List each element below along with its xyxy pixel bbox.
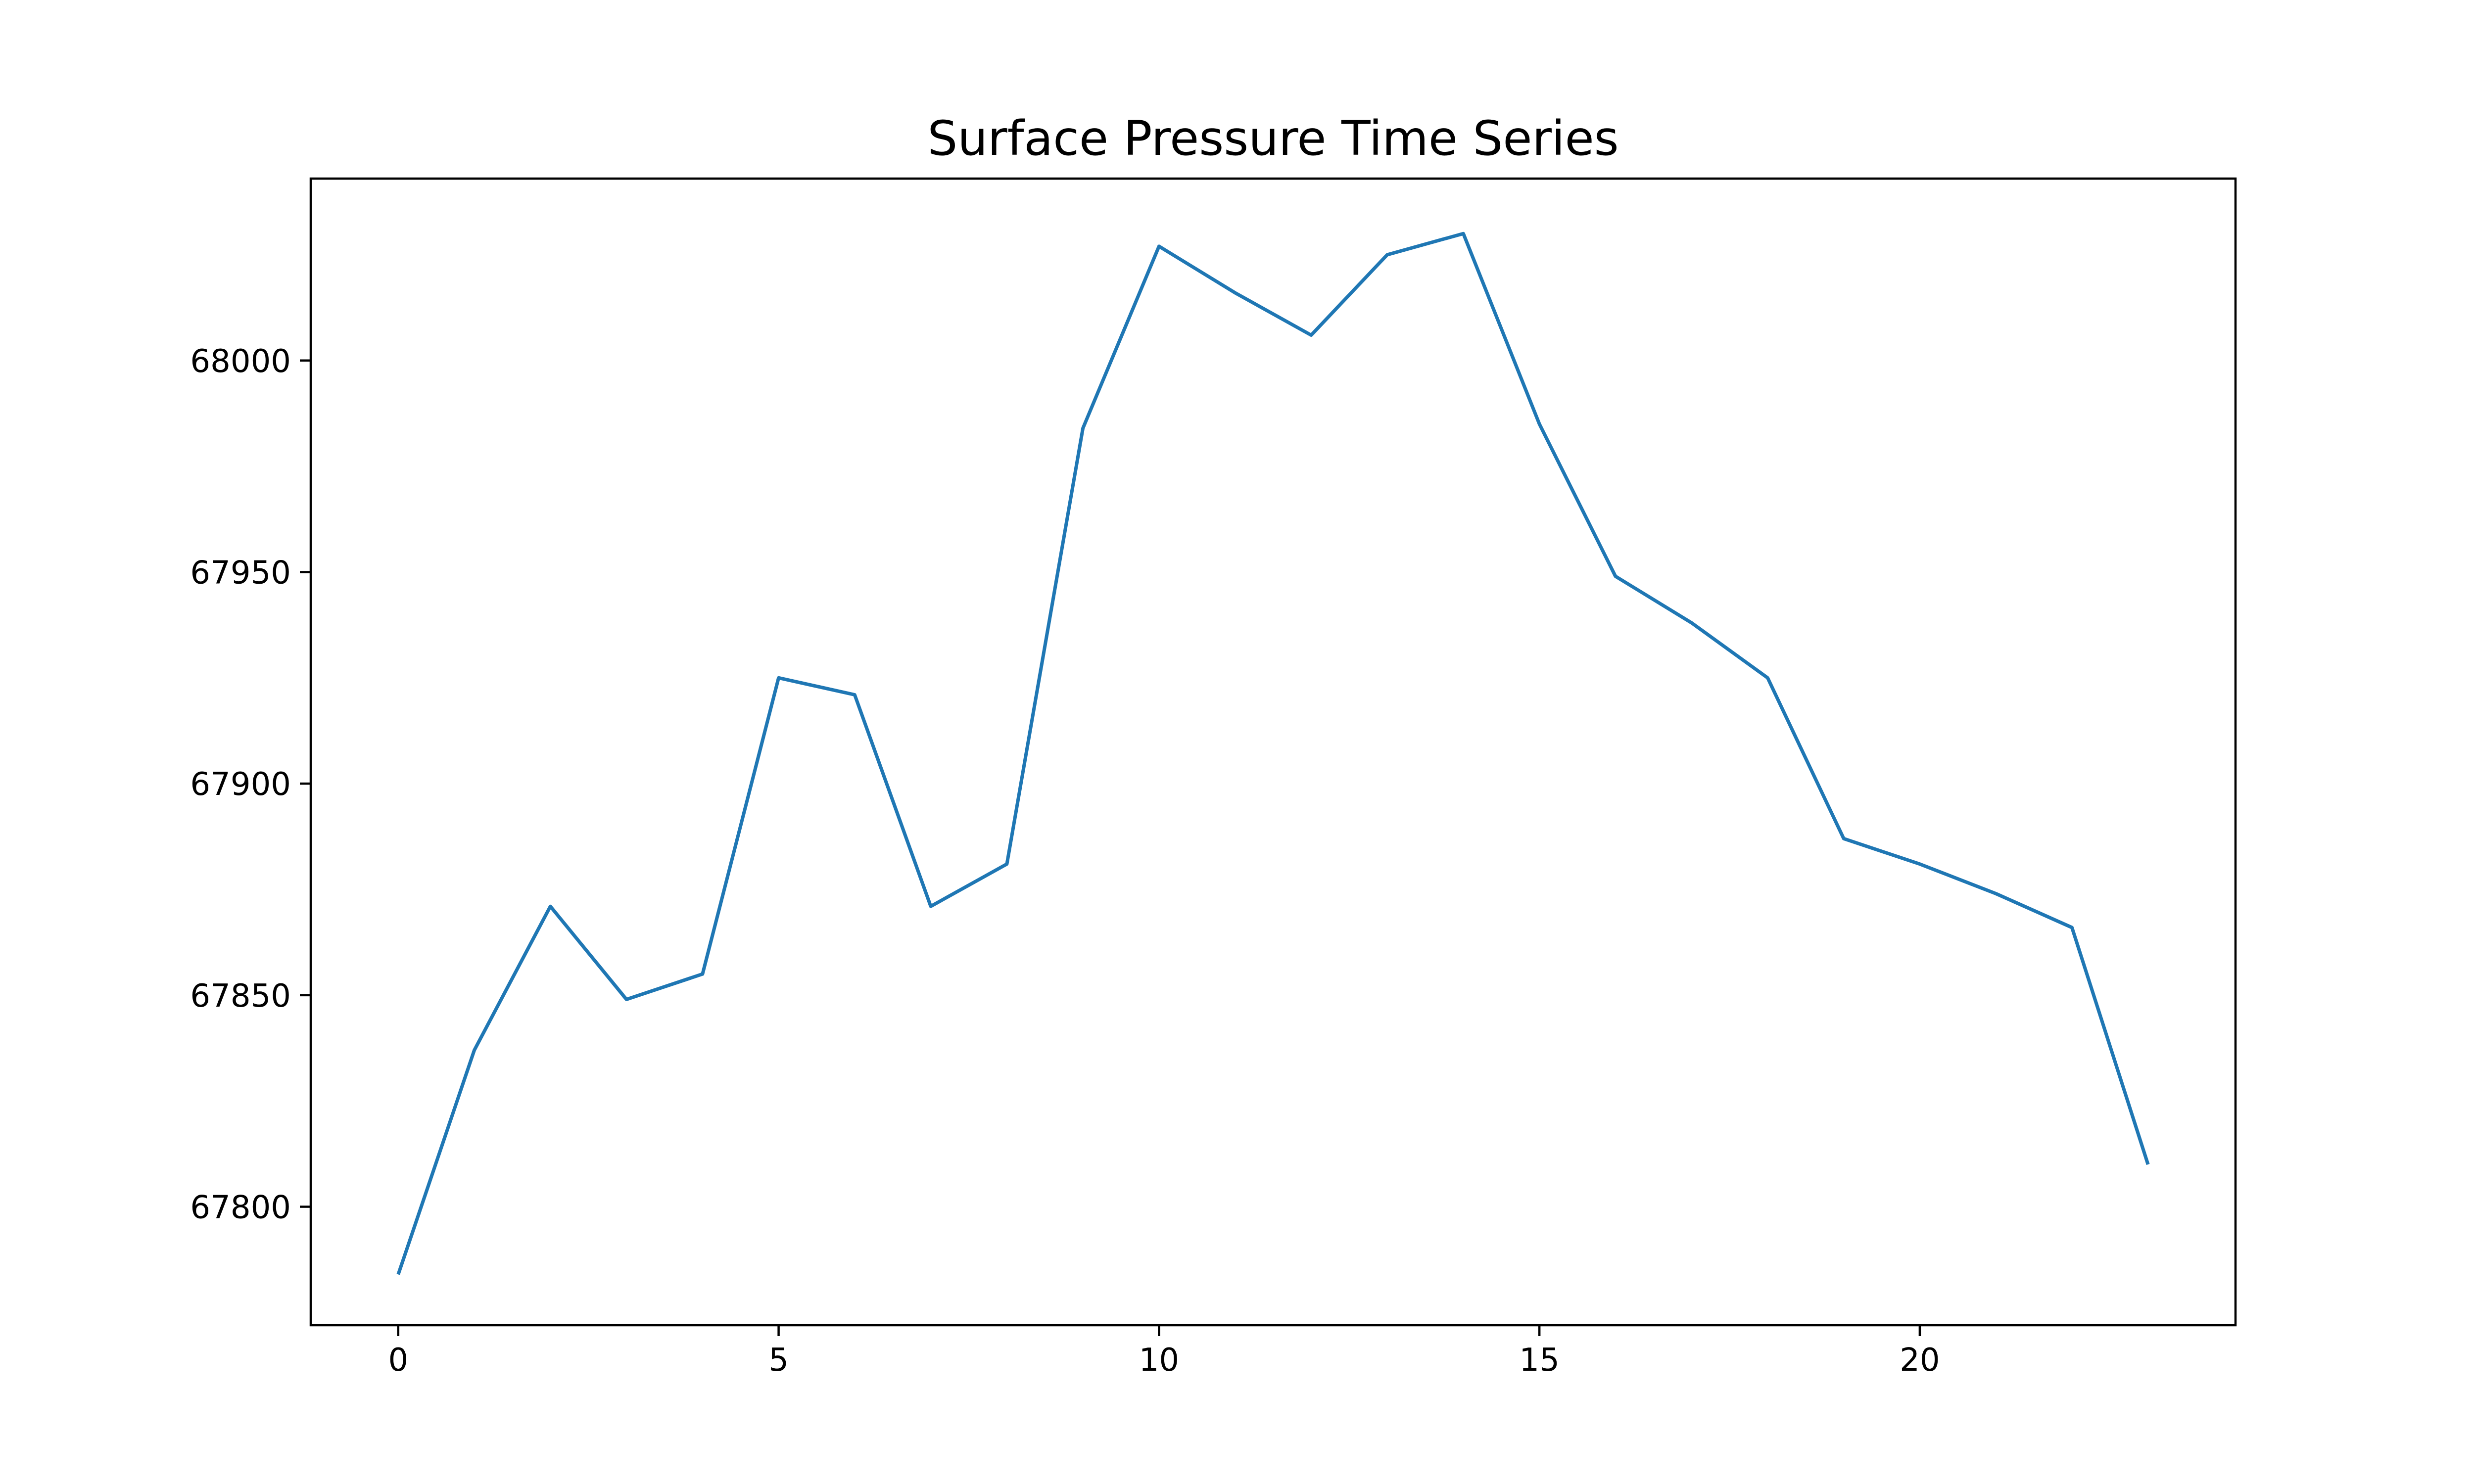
y-tick-label: 67950 xyxy=(190,555,291,591)
chart-title: Surface Pressure Time Series xyxy=(927,111,1618,166)
y-tick-label: 67850 xyxy=(190,978,291,1015)
y-tick-label: 68000 xyxy=(190,343,291,380)
y-axis: 67800 67850 67900 67950 68000 xyxy=(190,343,311,1226)
plot-area xyxy=(396,232,2150,1275)
y-tick-label: 67800 xyxy=(190,1190,291,1226)
x-tick-label: 0 xyxy=(388,1342,408,1379)
x-tick-label: 10 xyxy=(1139,1342,1179,1379)
x-tick-label: 15 xyxy=(1519,1342,1559,1379)
series-line xyxy=(396,232,2150,1275)
x-tick-label: 5 xyxy=(768,1342,789,1379)
x-tick-label: 20 xyxy=(1900,1342,1940,1379)
x-axis: 0 5 10 15 20 xyxy=(388,1325,1940,1379)
y-tick-label: 67900 xyxy=(190,766,291,803)
axes-frame xyxy=(309,177,2237,1327)
